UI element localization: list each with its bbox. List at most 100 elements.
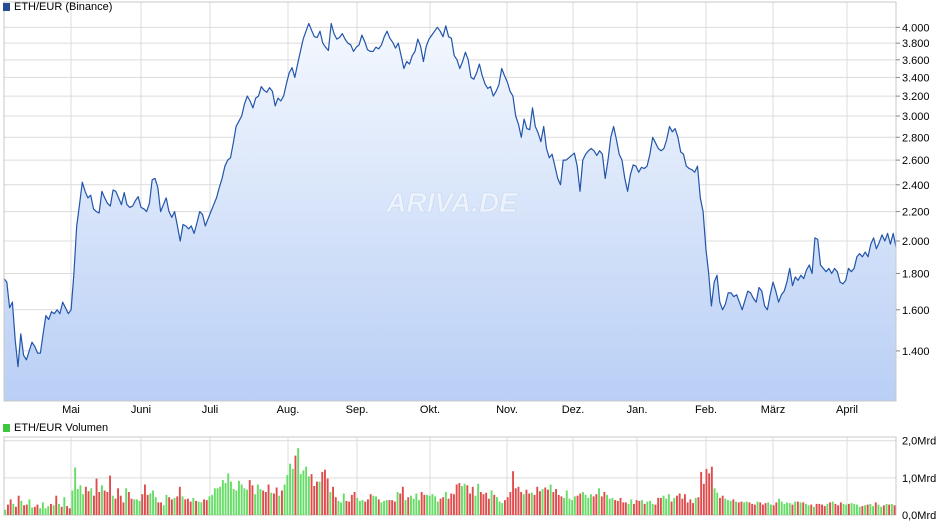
volume-bar xyxy=(716,492,719,515)
volume-bar xyxy=(864,505,866,515)
volume-bar xyxy=(614,500,617,515)
volume-bar xyxy=(307,476,310,515)
volume-bar xyxy=(326,478,329,515)
volume-bar xyxy=(353,492,356,515)
volume-bar xyxy=(256,484,259,515)
volume-bar xyxy=(332,486,334,515)
volume-bar xyxy=(418,500,420,515)
volume-bar xyxy=(359,500,361,515)
volume-bar xyxy=(154,497,157,515)
volume-bar xyxy=(160,502,162,515)
volume-bar xyxy=(713,488,716,515)
volume-bar xyxy=(525,489,528,515)
volume-bar xyxy=(649,500,651,515)
volume-bar xyxy=(380,502,383,515)
volume-bar xyxy=(181,496,184,515)
volume-bar xyxy=(770,504,772,515)
volume-bar xyxy=(638,500,641,515)
volume-bar xyxy=(708,473,711,515)
volume-bar xyxy=(882,505,885,515)
volume-bar xyxy=(162,505,165,515)
volume-bar xyxy=(184,499,187,515)
x-tick-label: Nov. xyxy=(496,404,518,416)
volume-bar xyxy=(557,494,560,515)
volume-bar xyxy=(498,501,501,515)
volume-bar xyxy=(208,496,211,515)
x-tick-label: Juni xyxy=(131,404,151,416)
volume-bar xyxy=(678,493,681,515)
volume-bar xyxy=(813,506,815,515)
volume-bar xyxy=(50,503,52,515)
volume-y-tick-label: 0,0Mrd xyxy=(902,510,936,522)
price-y-tick-label: 4.000 xyxy=(902,22,930,34)
volume-bar xyxy=(737,502,740,515)
volume-bar xyxy=(686,502,689,515)
volume-bar xyxy=(659,497,662,515)
volume-bar xyxy=(136,499,138,515)
volume-bar xyxy=(254,494,257,515)
volume-bar xyxy=(321,471,324,515)
volume-legend: ETH/EUR Volumen xyxy=(0,421,108,435)
volume-bar xyxy=(178,486,181,515)
volume-bar xyxy=(168,497,171,515)
volume-bar xyxy=(861,506,864,515)
volume-bar xyxy=(509,492,512,515)
volume-bar xyxy=(778,498,780,515)
volume-bar xyxy=(367,499,369,515)
volume-bar xyxy=(426,494,428,515)
volume-bar xyxy=(541,489,544,515)
price-y-tick-label: 1.600 xyxy=(902,305,930,317)
volume-bar xyxy=(133,499,136,515)
volume-bar xyxy=(95,478,98,515)
volume-bar xyxy=(506,497,509,515)
price-y-tick-label: 3.000 xyxy=(902,111,930,123)
volume-bar xyxy=(667,494,670,515)
volume-bar xyxy=(281,490,283,515)
price-y-tick-label: 3.600 xyxy=(902,55,930,67)
volume-bar xyxy=(866,504,869,515)
volume-bar xyxy=(689,499,692,515)
volume-bar xyxy=(420,492,423,515)
x-tick-label: Juli xyxy=(202,404,219,416)
volume-bar xyxy=(41,502,44,515)
volume-bar xyxy=(893,505,896,515)
volume-legend-label: ETH/EUR Volumen xyxy=(14,422,109,434)
volume-bar xyxy=(600,496,603,515)
volume-bar xyxy=(888,504,891,515)
volume-bar xyxy=(469,493,471,515)
volume-bar xyxy=(630,499,633,515)
price-y-tick-label: 1.400 xyxy=(902,346,930,358)
volume-bar xyxy=(66,506,68,515)
volume-bar xyxy=(745,501,748,515)
volume-bar xyxy=(821,504,823,515)
volume-bar xyxy=(342,493,345,515)
volume-bar xyxy=(17,495,20,515)
volume-bar xyxy=(885,503,888,515)
volume-bar xyxy=(393,501,396,515)
volume-bar xyxy=(313,486,316,515)
volume-bar xyxy=(487,498,490,515)
volume-bar xyxy=(877,504,880,515)
volume-bar xyxy=(471,486,474,515)
volume-bar xyxy=(170,499,173,515)
price-y-tick-label: 2.600 xyxy=(902,155,930,167)
volume-bar xyxy=(606,494,608,515)
volume-bar xyxy=(442,497,445,515)
volume-bar xyxy=(291,468,294,515)
volume-bar xyxy=(530,492,533,515)
volume-bar xyxy=(641,500,643,515)
volume-bar xyxy=(563,497,565,515)
volume-bar xyxy=(560,496,563,515)
volume-bar xyxy=(880,506,883,515)
volume-bar xyxy=(230,481,232,515)
volume-bar xyxy=(262,490,265,515)
volume-bar xyxy=(633,503,635,515)
volume-bar xyxy=(539,491,541,515)
volume-bar xyxy=(592,496,595,515)
volume-bar xyxy=(501,503,504,515)
volume-bar xyxy=(772,505,775,515)
volume-bar xyxy=(4,509,7,515)
volume-bar xyxy=(874,502,877,515)
volume-bar xyxy=(23,505,25,515)
volume-bar xyxy=(477,483,480,515)
